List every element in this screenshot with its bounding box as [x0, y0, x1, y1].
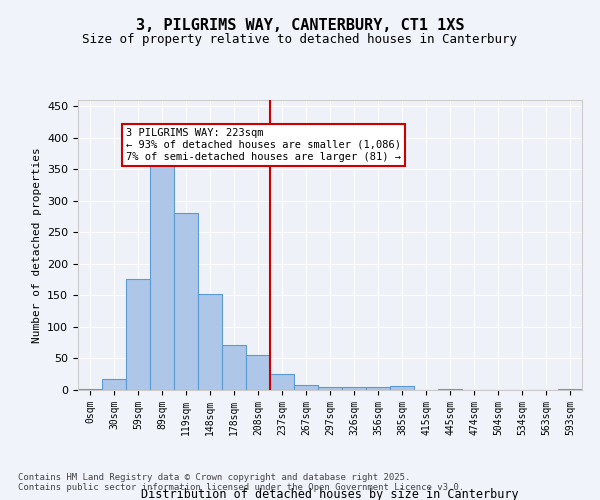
Bar: [294, 385, 318, 390]
Text: Contains public sector information licensed under the Open Government Licence v3: Contains public sector information licen…: [18, 482, 464, 492]
Text: Contains HM Land Registry data © Crown copyright and database right 2025.: Contains HM Land Registry data © Crown c…: [18, 472, 410, 482]
Bar: [390, 386, 414, 390]
Bar: [78, 388, 102, 390]
X-axis label: Distribution of detached houses by size in Canterbury: Distribution of detached houses by size …: [141, 488, 519, 500]
Y-axis label: Number of detached properties: Number of detached properties: [32, 147, 41, 343]
Bar: [174, 214, 198, 390]
Bar: [246, 356, 270, 390]
Bar: [222, 344, 246, 390]
Bar: [270, 374, 294, 390]
Bar: [126, 279, 150, 390]
Bar: [318, 387, 342, 390]
Bar: [342, 387, 366, 390]
Text: Size of property relative to detached houses in Canterbury: Size of property relative to detached ho…: [83, 32, 517, 46]
Text: 3, PILGRIMS WAY, CANTERBURY, CT1 1XS: 3, PILGRIMS WAY, CANTERBURY, CT1 1XS: [136, 18, 464, 32]
Bar: [198, 294, 222, 390]
Text: 3 PILGRIMS WAY: 223sqm
← 93% of detached houses are smaller (1,086)
7% of semi-d: 3 PILGRIMS WAY: 223sqm ← 93% of detached…: [126, 128, 401, 162]
Bar: [102, 378, 126, 390]
Bar: [366, 387, 390, 390]
Bar: [150, 156, 174, 390]
